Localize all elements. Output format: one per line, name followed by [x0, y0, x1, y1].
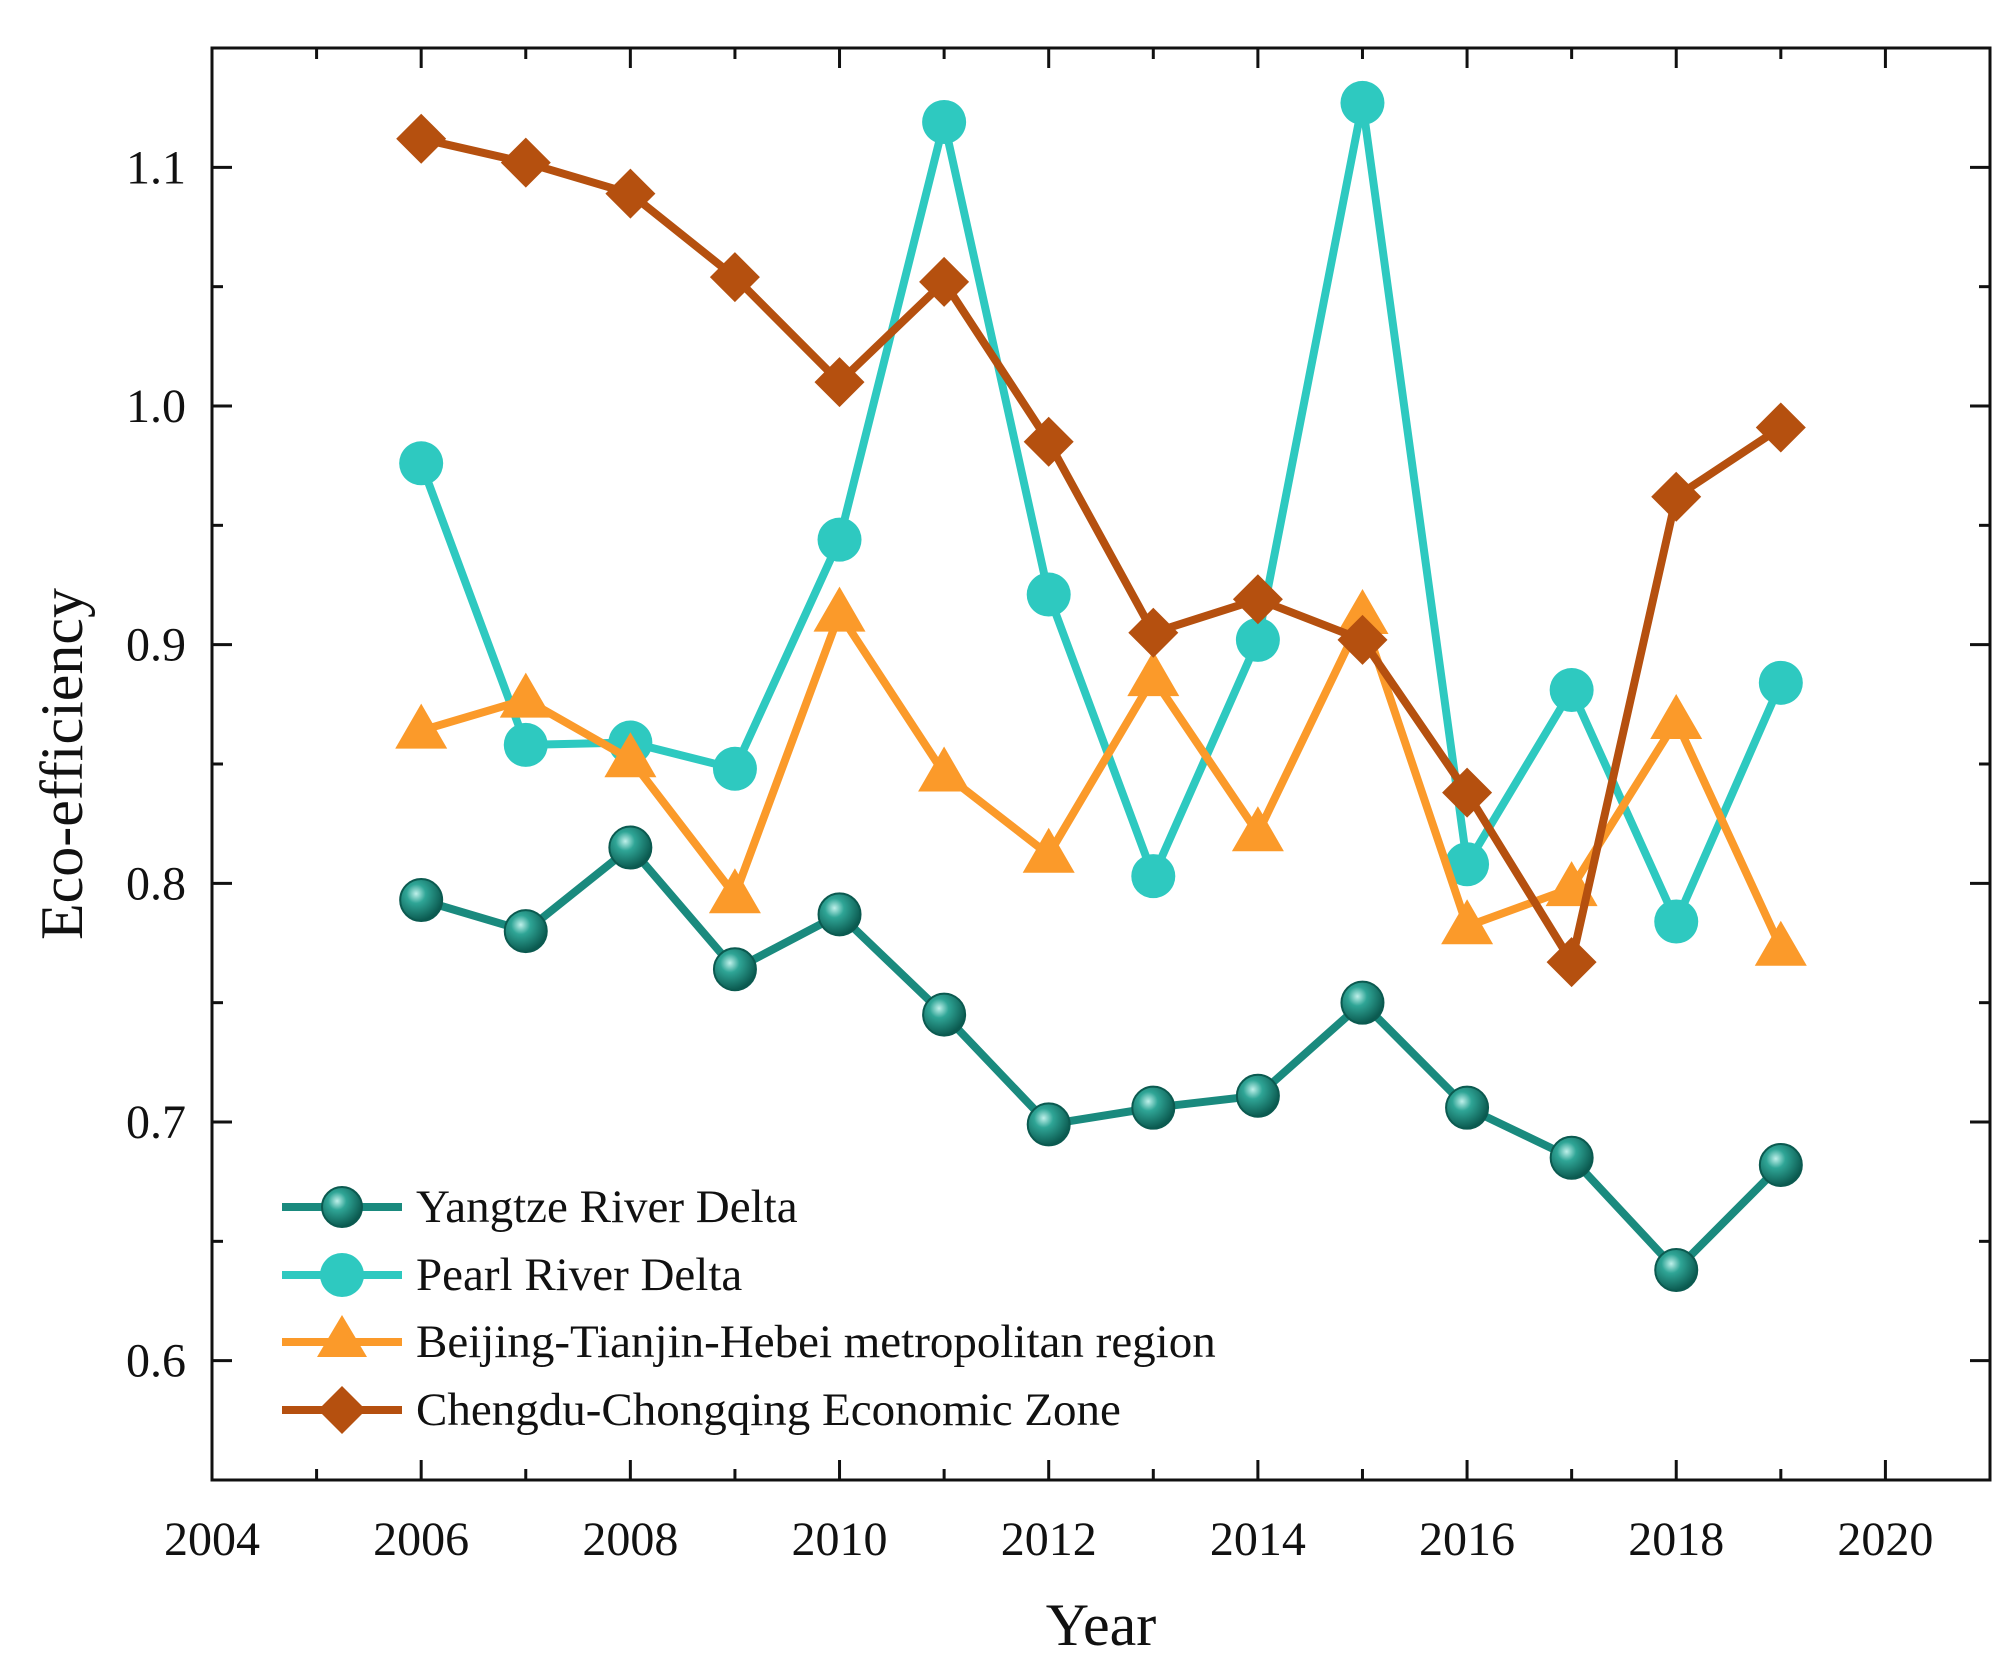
- data-point-yangtze-river-delta: [1549, 1135, 1594, 1180]
- data-point-beijing-tianjin-hebei-metropolitan-region: [1231, 806, 1284, 852]
- data-point-yangtze-river-delta: [1235, 1073, 1280, 1118]
- legend-label-chengdu-chongqing: Chengdu-Chongqing Economic Zone: [416, 1384, 1121, 1436]
- legend-entry-yangtze-river-delta: Yangtze River Delta: [282, 1181, 798, 1233]
- x-tick-labels: 2004 2006 2008 2010 2012 2014 2016 2018 2020: [164, 1513, 1933, 1566]
- y-tick-label: 1.1: [126, 141, 186, 194]
- data-point-pearl-river-delta: [1235, 617, 1280, 662]
- data-point-beijing-tianjin-hebei-metropolitan-region: [1127, 651, 1180, 697]
- x-axis-title: Year: [1046, 1592, 1157, 1658]
- data-point-chengdu-chongqing-economic-zone: [605, 168, 656, 219]
- data-point-yangtze-river-delta: [608, 825, 653, 870]
- x-tick-label: 2016: [1419, 1513, 1515, 1566]
- data-point-beijing-tianjin-hebei-metropolitan-region: [1022, 827, 1075, 873]
- data-point-pearl-river-delta: [1654, 899, 1699, 944]
- data-point-beijing-tianjin-hebei-metropolitan-region: [1650, 694, 1703, 739]
- series-pearl-river-delta: [399, 80, 1803, 944]
- data-point-yangtze-river-delta: [817, 892, 862, 937]
- data-point-pearl-river-delta: [1131, 854, 1176, 899]
- data-point-pearl-river-delta: [817, 517, 862, 562]
- x-tick-label: 2006: [373, 1513, 469, 1566]
- series-yangtze-river-delta: [399, 825, 1803, 1292]
- data-point-chengdu-chongqing-economic-zone: [1755, 402, 1806, 453]
- legend-marker-beijing-tianjin-hebei: [317, 1315, 367, 1357]
- data-point-beijing-tianjin-hebei-metropolitan-region: [1441, 899, 1494, 945]
- data-point-beijing-tianjin-hebei-metropolitan-region: [918, 746, 971, 792]
- legend: Yangtze River Delta Pearl River Delta Be…: [282, 1181, 1216, 1436]
- data-point-chengdu-chongqing-economic-zone: [919, 256, 970, 307]
- data-point-chengdu-chongqing-economic-zone: [814, 357, 865, 408]
- data-point-chengdu-chongqing-economic-zone: [709, 252, 760, 303]
- legend-label-pearl-river-delta: Pearl River Delta: [416, 1249, 742, 1301]
- data-point-beijing-tianjin-hebei-metropolitan-region: [708, 868, 761, 914]
- legend-entry-chengdu-chongqing: Chengdu-Chongqing Economic Zone: [282, 1384, 1121, 1436]
- y-tick-label: 0.8: [126, 857, 186, 910]
- data-point-beijing-tianjin-hebei-metropolitan-region: [499, 672, 552, 718]
- data-point-beijing-tianjin-hebei-metropolitan-region: [395, 703, 448, 749]
- data-point-beijing-tianjin-hebei-metropolitan-region: [604, 732, 657, 778]
- data-point-pearl-river-delta: [1026, 572, 1071, 617]
- legend-label-yangtze-river-delta: Yangtze River Delta: [416, 1181, 798, 1233]
- legend-label-beijing-tianjin-hebei: Beijing-Tianjin-Hebei metropolitan regio…: [416, 1316, 1216, 1368]
- legend-marker-pearl-river-delta: [320, 1253, 364, 1297]
- data-point-chengdu-chongqing-economic-zone: [500, 137, 551, 188]
- x-tick-label: 2014: [1210, 1513, 1306, 1566]
- data-point-pearl-river-delta: [1549, 668, 1594, 713]
- data-point-yangtze-river-delta: [1654, 1247, 1699, 1292]
- series-layer: [395, 80, 1807, 1292]
- data-point-yangtze-river-delta: [1026, 1102, 1071, 1147]
- data-point-yangtze-river-delta: [503, 909, 548, 954]
- data-point-pearl-river-delta: [922, 99, 967, 144]
- data-point-chengdu-chongqing-economic-zone: [1337, 614, 1388, 665]
- series-line-chengdu-chongqing-economic-zone: [420, 134, 1784, 967]
- axis-ticks: [210, 48, 1992, 1482]
- data-point-yangtze-river-delta: [1340, 980, 1385, 1025]
- data-point-chengdu-chongqing-economic-zone: [1023, 416, 1074, 467]
- data-point-chengdu-chongqing-economic-zone: [1128, 607, 1179, 658]
- data-point-yangtze-river-delta: [1131, 1085, 1176, 1130]
- data-point-pearl-river-delta: [1445, 842, 1490, 887]
- x-tick-label: 2012: [1001, 1513, 1097, 1566]
- y-tick-label: 0.9: [126, 619, 186, 672]
- data-point-chengdu-chongqing-economic-zone: [1232, 574, 1283, 625]
- data-point-pearl-river-delta: [712, 746, 757, 791]
- data-point-pearl-river-delta: [1758, 660, 1803, 705]
- y-tick-label: 0.7: [126, 1096, 186, 1149]
- legend-marker-yangtze-river-delta: [321, 1186, 363, 1228]
- x-tick-label: 2018: [1628, 1513, 1724, 1566]
- data-point-yangtze-river-delta: [1758, 1142, 1803, 1187]
- series-line-pearl-river-delta: [417, 98, 1785, 926]
- data-point-yangtze-river-delta: [1445, 1085, 1490, 1130]
- x-tick-label: 2004: [164, 1513, 260, 1566]
- data-point-pearl-river-delta: [399, 441, 444, 486]
- y-tick-label: 1.0: [126, 380, 186, 433]
- data-point-chengdu-chongqing-economic-zone: [1546, 937, 1597, 988]
- data-point-yangtze-river-delta: [399, 878, 444, 923]
- data-point-beijing-tianjin-hebei-metropolitan-region: [813, 586, 866, 632]
- y-tick-labels: 0.6 0.7 0.8 0.9 1.0 1.1: [126, 141, 186, 1387]
- data-point-pearl-river-delta: [503, 722, 548, 767]
- legend-entry-pearl-river-delta: Pearl River Delta: [282, 1249, 742, 1301]
- series-beijing-tianjin-hebei-metropolitan-region: [395, 586, 1807, 966]
- data-point-chengdu-chongqing-economic-zone: [396, 113, 447, 164]
- y-axis-title: Eco-efficiency: [29, 588, 95, 940]
- y-tick-label: 0.6: [126, 1335, 186, 1388]
- legend-entry-beijing-tianjin-hebei: Beijing-Tianjin-Hebei metropolitan regio…: [282, 1315, 1216, 1368]
- x-tick-label: 2010: [792, 1513, 888, 1566]
- data-point-beijing-tianjin-hebei-metropolitan-region: [1336, 589, 1389, 634]
- x-tick-label: 2020: [1837, 1513, 1933, 1566]
- x-tick-label: 2008: [582, 1513, 678, 1566]
- data-point-beijing-tianjin-hebei-metropolitan-region: [1754, 920, 1807, 966]
- data-point-chengdu-chongqing-economic-zone: [1442, 767, 1493, 818]
- data-point-chengdu-chongqing-economic-zone: [1651, 471, 1702, 522]
- data-point-yangtze-river-delta: [712, 947, 757, 992]
- data-point-pearl-river-delta: [1340, 80, 1385, 125]
- data-point-yangtze-river-delta: [922, 992, 967, 1037]
- legend-marker-chengdu-chongqing: [318, 1386, 366, 1434]
- series-chengdu-chongqing-economic-zone: [396, 113, 1806, 988]
